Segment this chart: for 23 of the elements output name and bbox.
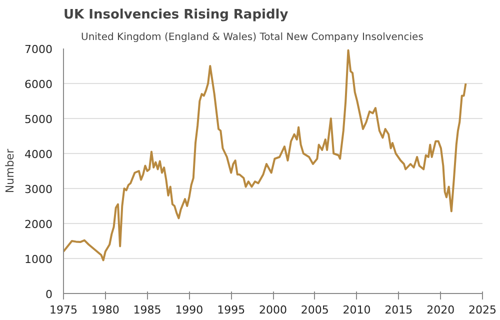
line-series <box>64 49 467 262</box>
x-tick-label: 1990 <box>175 304 204 316</box>
y-tick-label: 1000 <box>24 253 53 266</box>
x-tick-label: 1985 <box>133 304 162 316</box>
y-tick-label: 7000 <box>24 43 53 56</box>
x-tick-label: 2015 <box>384 304 413 316</box>
chart-title: UK Insolvencies Rising Rapidly <box>64 8 289 22</box>
y-tick-label: 5000 <box>24 113 53 126</box>
y-tick-label: 0 <box>46 288 52 301</box>
x-tick-label: 2005 <box>300 304 329 316</box>
x-tick-label: 2020 <box>426 304 455 316</box>
text: United Kingdom (England & Wales) Total New Company Insolvencies <box>81 32 424 42</box>
y-tick-label: 6000 <box>24 78 53 91</box>
x-tick-label: 1980 <box>91 304 120 316</box>
y-tick-label: 2000 <box>24 218 53 231</box>
x-tick-label: 2010 <box>342 304 371 316</box>
x-tick-label: 1975 <box>50 304 78 316</box>
y-tick-label: 4000 <box>24 148 53 161</box>
y-tick-label: 3000 <box>24 183 53 196</box>
x-tick-label: 2025 <box>468 304 497 316</box>
x-tick-label: 2000 <box>259 304 288 316</box>
y-axis-title: Number <box>4 148 17 194</box>
x-tick-label: 1995 <box>217 304 246 316</box>
